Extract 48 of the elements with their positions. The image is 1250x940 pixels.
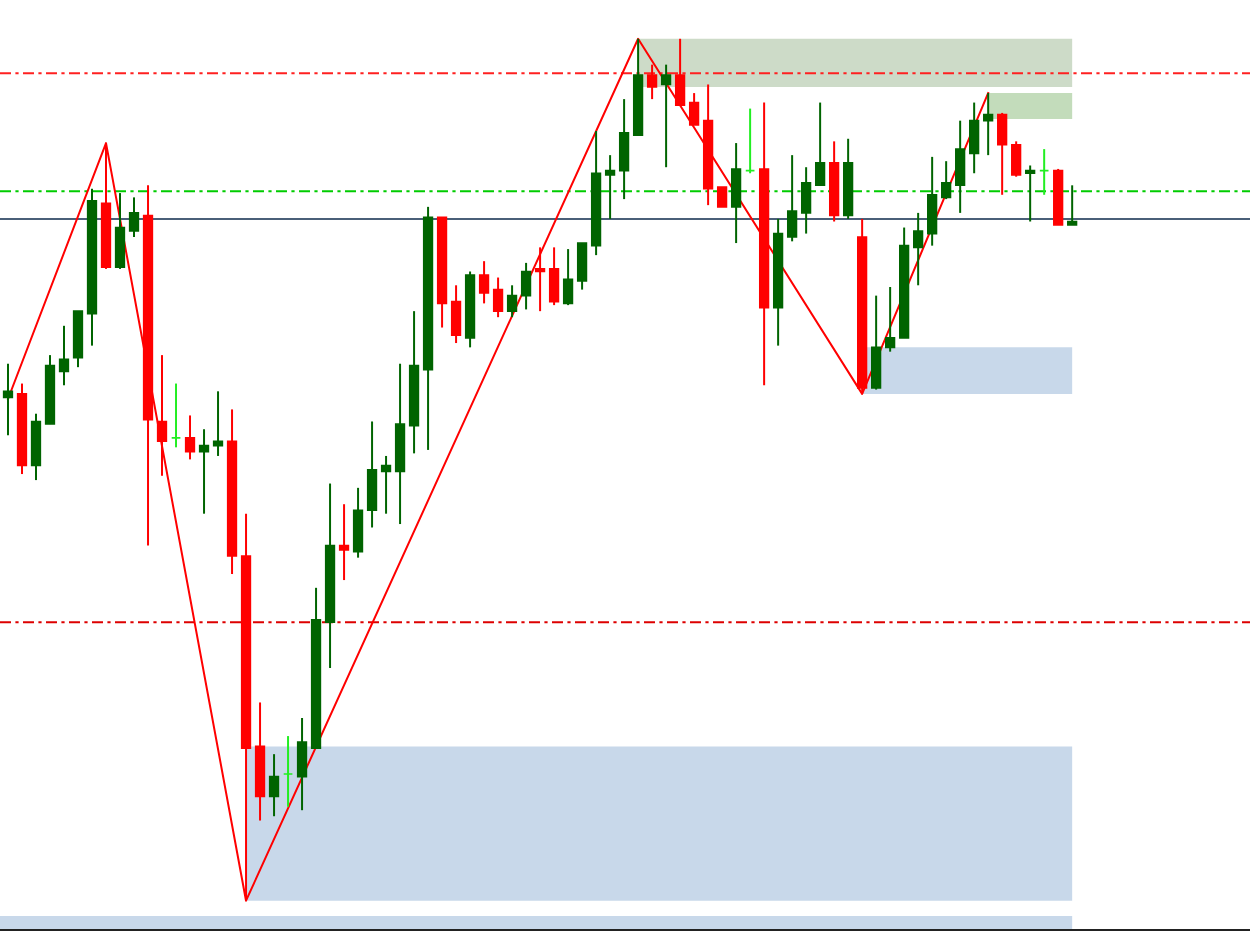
candlestick	[604, 154, 616, 220]
candlestick	[955, 119, 966, 214]
candlestick	[997, 111, 1008, 196]
candlestick	[548, 246, 560, 307]
candlestick	[1025, 164, 1036, 223]
candlestick	[913, 211, 924, 287]
candlestick	[871, 294, 882, 391]
candlestick	[352, 486, 364, 559]
candlestick	[716, 186, 728, 208]
candlestick	[478, 260, 490, 305]
candlestick	[941, 160, 952, 201]
candlestick	[1011, 140, 1022, 178]
candlestick	[730, 142, 742, 245]
candlestick	[114, 192, 126, 270]
candlestick	[492, 276, 504, 319]
candlestick	[2, 362, 14, 437]
candlestick	[927, 155, 938, 247]
candlestick	[800, 166, 812, 235]
candlestick	[268, 753, 280, 818]
candlestick	[520, 261, 532, 311]
candlestick	[380, 454, 392, 515]
candlestick	[646, 63, 658, 101]
candlestick	[814, 101, 826, 187]
candlestick	[969, 101, 980, 175]
candlestick	[338, 503, 350, 582]
candlestick	[786, 154, 798, 243]
candlestick	[296, 716, 308, 812]
candlestick	[576, 242, 588, 291]
candlestick	[450, 284, 462, 345]
candlestick	[983, 92, 994, 157]
candlestick	[1067, 184, 1078, 226]
candlestick	[534, 246, 546, 313]
candlestick	[30, 412, 42, 482]
candlestick	[128, 196, 140, 239]
candlestick	[156, 354, 168, 477]
candlestick	[506, 284, 518, 319]
candlestick	[618, 98, 630, 201]
candlestick	[58, 324, 70, 387]
candlestick	[72, 310, 84, 369]
candlestick	[212, 390, 224, 457]
candlestick	[394, 362, 406, 526]
candlestick	[885, 286, 896, 353]
candlestick	[562, 248, 574, 307]
candlestick	[660, 63, 672, 169]
candlestick	[366, 420, 378, 529]
candlestick	[198, 428, 210, 515]
candlestick	[184, 414, 196, 461]
candlestick	[688, 92, 700, 126]
